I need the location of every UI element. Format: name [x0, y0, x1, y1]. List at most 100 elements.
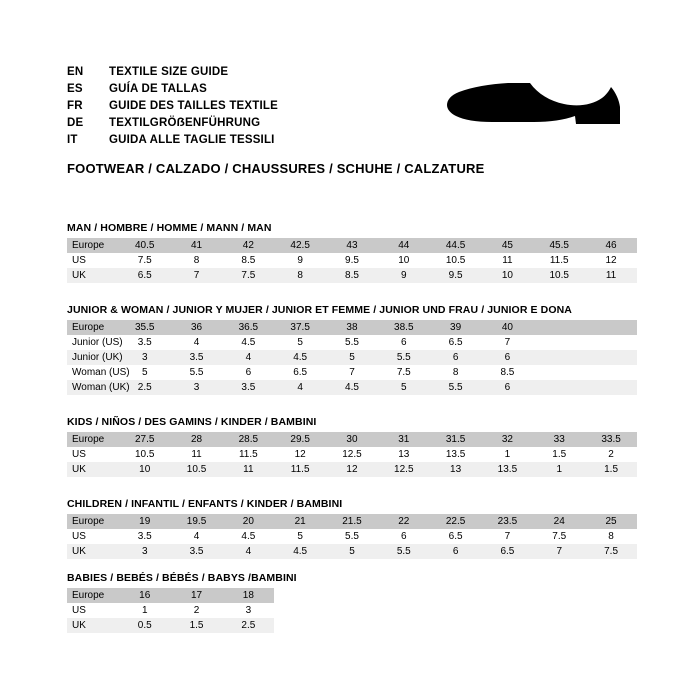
size-cell: 5 — [274, 529, 327, 544]
size-cell — [585, 380, 637, 395]
size-cell — [533, 335, 586, 350]
size-cell: 3.5 — [170, 350, 223, 365]
size-cell: 1 — [533, 462, 586, 477]
size-cell: 13.5 — [429, 447, 482, 462]
size-cell: 4.5 — [222, 335, 275, 350]
size-cell: 3.5 — [118, 335, 171, 350]
size-cell: 7 — [481, 529, 534, 544]
table-row: Woman (UK) 2.5 3 3.5 4 4.5 5 5.5 6 — [67, 380, 637, 395]
size-section: BABIES / BEBÉS / BÉBÉS / BABYS /BAMBINI E… — [67, 572, 297, 633]
language-row: ES GUÍA DE TALLAS — [67, 81, 447, 98]
language-title: TEXTILGRÖẞENFÜHRUNG — [109, 117, 261, 129]
size-cell: 13.5 — [481, 462, 534, 477]
table-row: US 1 2 3 — [67, 603, 275, 618]
size-cell — [585, 320, 637, 335]
size-cell: 22.5 — [429, 514, 482, 529]
row-label: Europe — [67, 320, 119, 335]
section-title: BABIES / BEBÉS / BÉBÉS / BABYS /BAMBINI — [67, 572, 297, 584]
size-cell: 5.5 — [429, 380, 482, 395]
size-section: MAN / HOMBRE / HOMME / MANN / MAN Europe 4… — [67, 222, 637, 283]
table-row: Junior (US) 3.5 4 4.5 5 5.5 6 6.5 7 — [67, 335, 637, 350]
size-cell: 10 — [118, 462, 171, 477]
table-row: UK 6.5 7 7.5 8 8.5 9 9.5 10 10.5 11 — [67, 268, 637, 283]
size-cell: 4.5 — [274, 544, 327, 559]
row-label: UK — [67, 268, 119, 283]
size-cell: 12 — [274, 447, 327, 462]
dress-shoe-icon — [446, 80, 632, 146]
language-code: FR — [67, 100, 83, 112]
size-cell: 5 — [274, 335, 327, 350]
size-cell: 17 — [170, 588, 223, 603]
size-cell: 1 — [481, 447, 534, 462]
section-title: MAN / HOMBRE / HOMME / MANN / MAN — [67, 222, 272, 234]
size-cell: 8 — [274, 268, 327, 283]
size-table: Europe 35.5 36 36.5 37.5 38 38.5 39 40 Junior (US… — [67, 320, 637, 395]
size-cell: 1.5 — [533, 447, 586, 462]
size-cell: 11 — [585, 268, 637, 283]
size-cell: 5 — [118, 365, 171, 380]
size-cell: 38.5 — [377, 320, 430, 335]
row-label: Junior (UK) — [67, 350, 123, 365]
row-label: Europe — [67, 238, 119, 253]
size-cell: 41 — [170, 238, 223, 253]
language-title: GUÍA DE TALLAS — [109, 83, 207, 95]
size-cell: 4.5 — [326, 380, 378, 395]
size-cell: 11.5 — [533, 253, 586, 268]
size-cell: 8 — [429, 365, 482, 380]
language-row: FR GUIDE DES TAILLES TEXTILE — [67, 98, 447, 115]
language-code: DE — [67, 117, 84, 129]
size-cell: 9.5 — [429, 268, 482, 283]
size-cell: 8 — [585, 529, 637, 544]
size-cell: 40 — [481, 320, 534, 335]
size-cell: 6.5 — [274, 365, 327, 380]
size-cell: 12 — [326, 462, 378, 477]
size-cell: 11.5 — [222, 447, 275, 462]
size-cell: 39 — [429, 320, 482, 335]
size-cell: 30 — [326, 432, 378, 447]
language-code: EN — [67, 66, 84, 78]
size-section: CHILDREN / INFANTIL / ENFANTS / KINDER /… — [67, 498, 637, 559]
size-cell — [585, 350, 637, 365]
size-table: Europe 27.5 28 28.5 29.5 30 31 31.5 32 33 33.5 US 10… — [67, 432, 637, 477]
language-code: IT — [67, 134, 78, 146]
size-table: Europe 40.5 41 42 42.5 43 44 44.5 45 45.5 46 US 7.5 8… — [67, 238, 637, 283]
size-cell: 4.5 — [274, 350, 327, 365]
row-label: Junior (US) — [67, 335, 123, 350]
size-cell: 10.5 — [170, 462, 223, 477]
size-cell: 37.5 — [274, 320, 327, 335]
size-cell: 3 — [222, 603, 275, 618]
size-cell: 8.5 — [222, 253, 275, 268]
size-cell: 11.5 — [274, 462, 327, 477]
language-title-block: EN TEXTILE SIZE GUIDE ES GUÍA DE TALLAS FR GU… — [67, 64, 447, 149]
size-cell: 4 — [222, 544, 275, 559]
row-label: UK — [67, 544, 119, 559]
size-cell: 12 — [585, 253, 637, 268]
size-cell: 6 — [481, 350, 534, 365]
size-cell: 31 — [377, 432, 430, 447]
size-cell: 3 — [118, 544, 171, 559]
size-cell: 5 — [326, 350, 378, 365]
size-cell: 1.5 — [585, 462, 637, 477]
language-title: GUIDA ALLE TAGLIE TESSILI — [109, 134, 275, 146]
size-cell: 10.5 — [533, 268, 586, 283]
size-cell — [533, 380, 586, 395]
size-cell: 4 — [274, 380, 327, 395]
row-label: UK — [67, 462, 119, 477]
size-cell: 2 — [170, 603, 223, 618]
size-cell: 7.5 — [377, 365, 430, 380]
table-row: US 3.5 4 4.5 5 5.5 6 6.5 7 7.5 8 — [67, 529, 637, 544]
size-cell: 20 — [222, 514, 275, 529]
size-cell: 10.5 — [118, 447, 171, 462]
size-cell: 35.5 — [118, 320, 171, 335]
size-cell: 18 — [222, 588, 275, 603]
size-cell: 21 — [274, 514, 327, 529]
size-cell: 5.5 — [326, 529, 378, 544]
size-cell — [533, 365, 586, 380]
size-cell: 22 — [377, 514, 430, 529]
section-title: KIDS / NIÑOS / DES GAMINS / KINDER / BAM… — [67, 416, 317, 428]
table-row: Woman (US) 5 5.5 6 6.5 7 7.5 8 8.5 — [67, 365, 637, 380]
size-cell: 36 — [170, 320, 223, 335]
size-cell: 0.5 — [118, 618, 171, 633]
size-cell: 12.5 — [326, 447, 378, 462]
